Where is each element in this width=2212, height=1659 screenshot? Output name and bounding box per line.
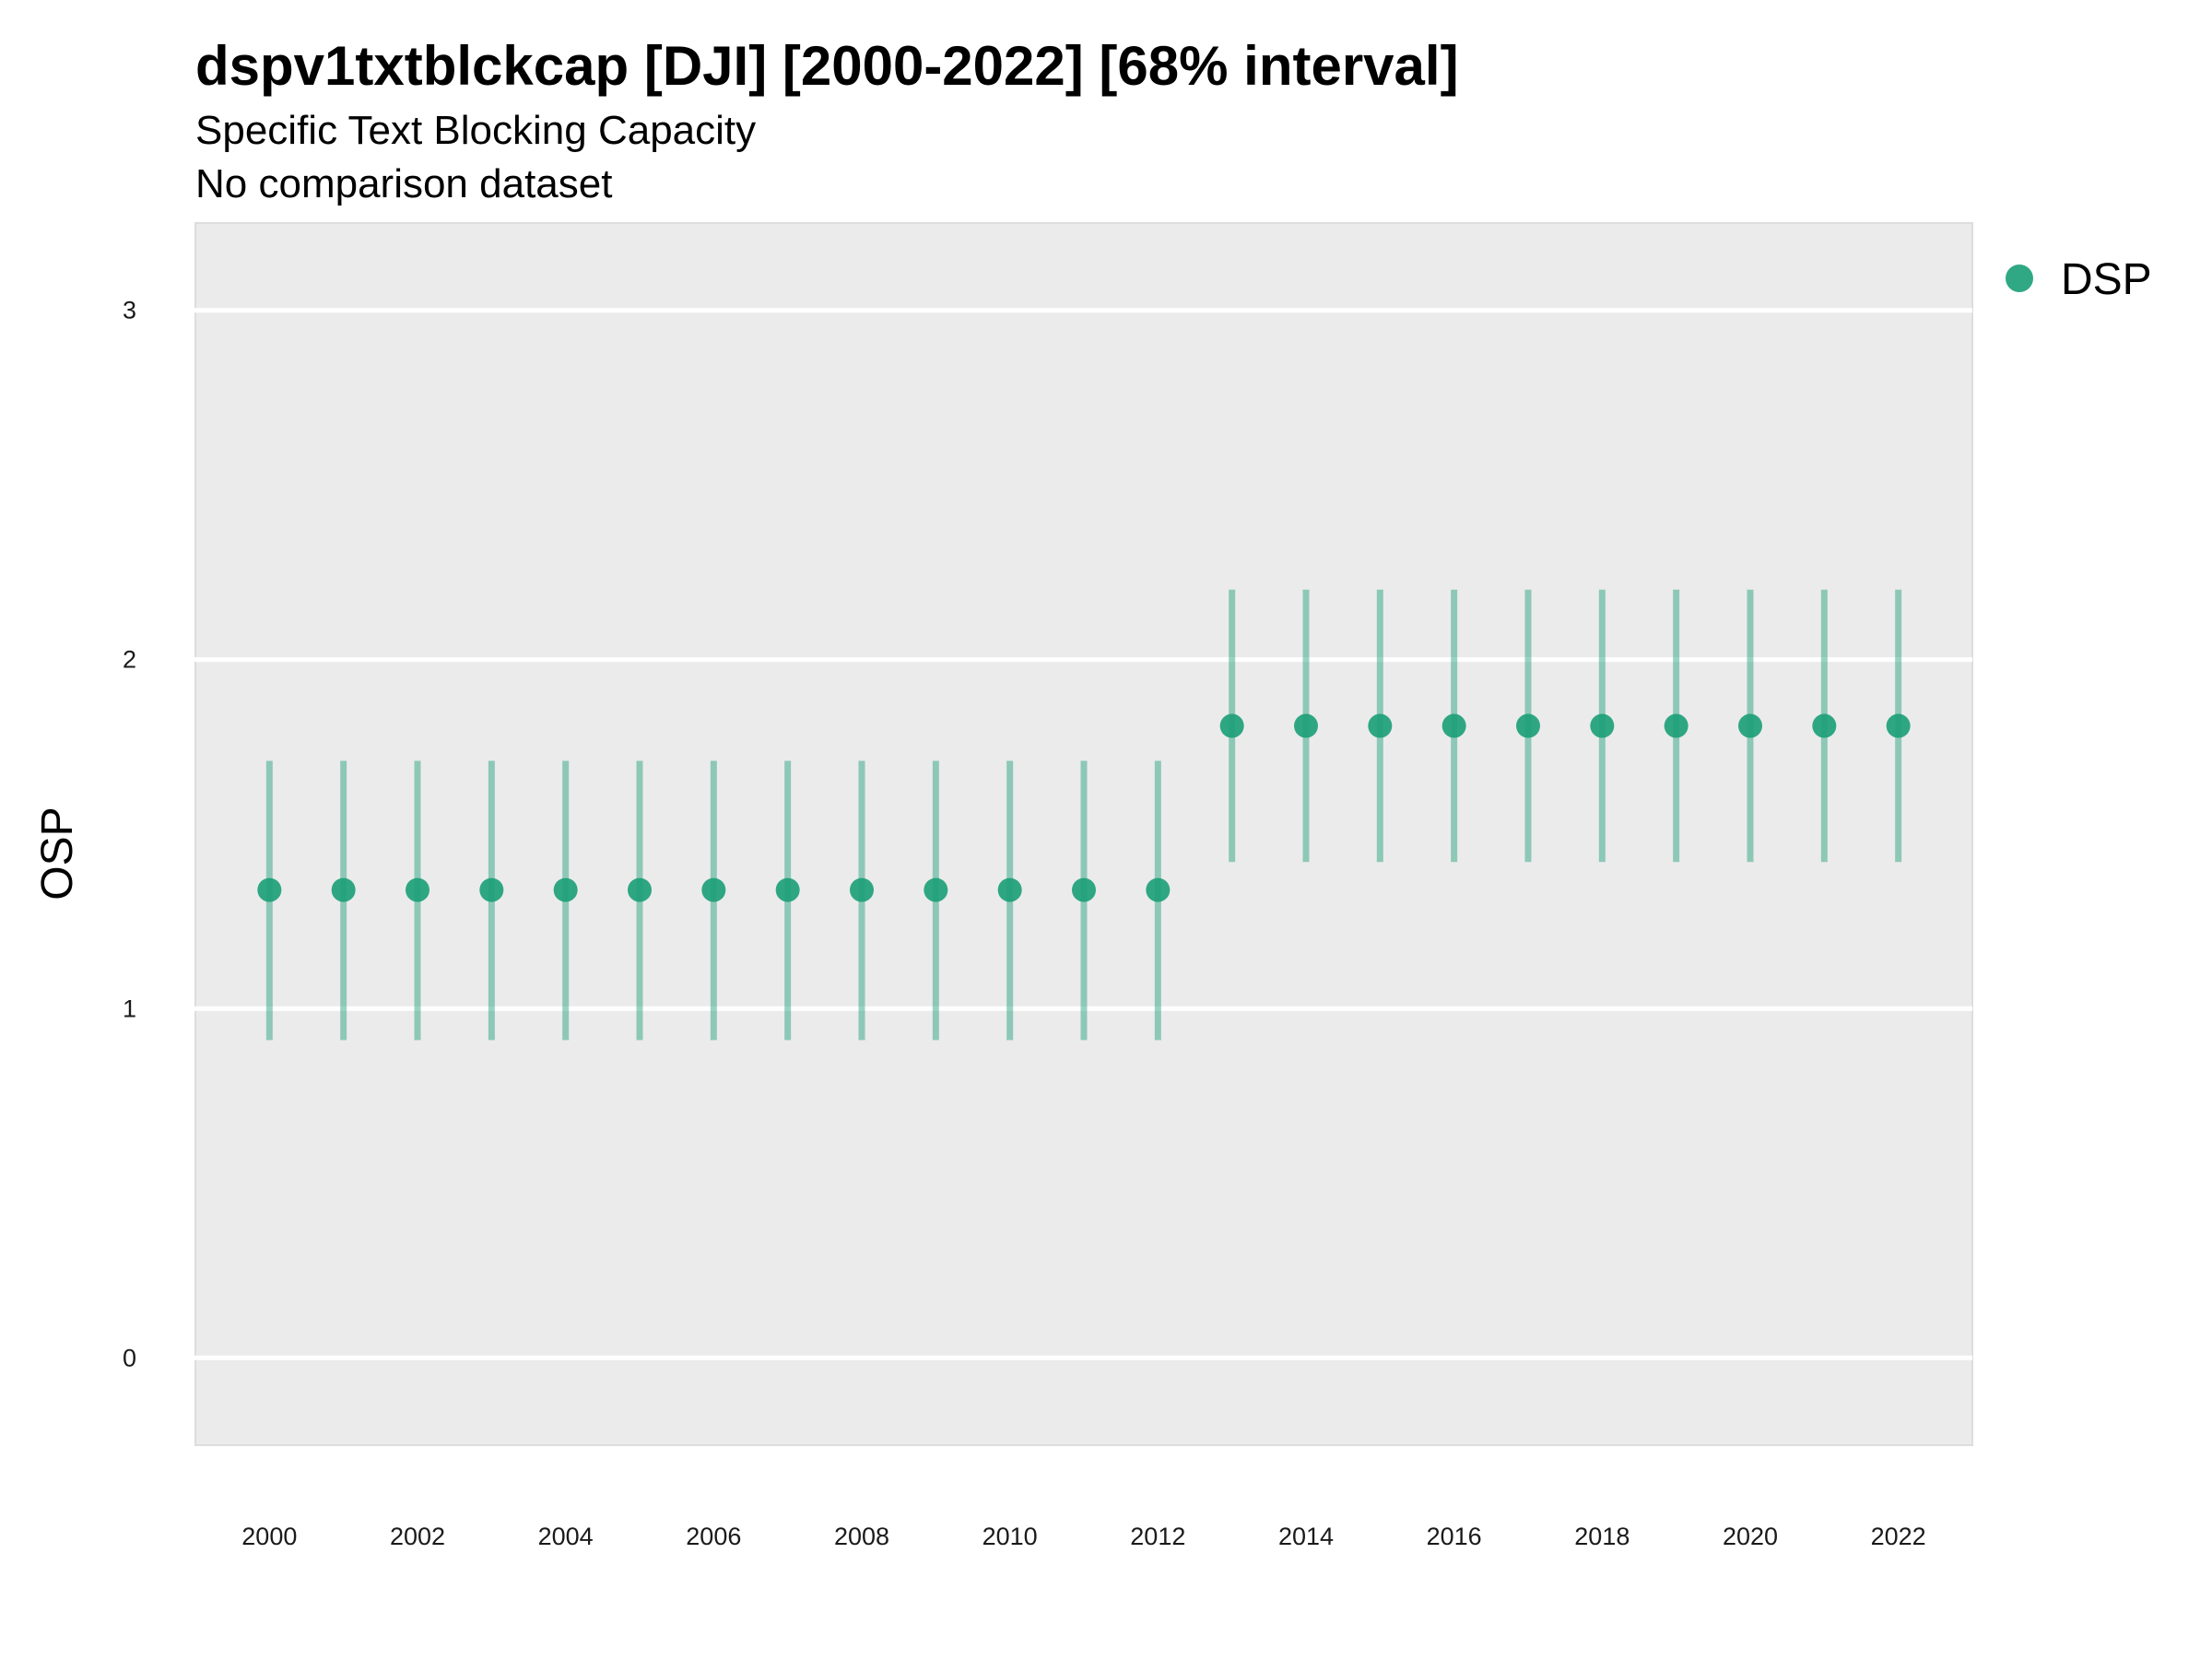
legend: DSP — [2006, 255, 2152, 304]
x-tick-label: 2018 — [1574, 1523, 1630, 1550]
data-point — [1219, 713, 1244, 738]
data-point — [1441, 713, 1466, 738]
data-point — [997, 877, 1022, 902]
x-tick-label: 2010 — [982, 1523, 1038, 1550]
x-tick-label: 2014 — [1278, 1523, 1334, 1550]
data-point — [1590, 713, 1615, 738]
y-tick-label: 3 — [123, 297, 136, 324]
x-tick-label: 2004 — [538, 1523, 594, 1550]
data-point — [406, 877, 429, 902]
data-point — [775, 877, 800, 902]
legend-label-dsp: DSP — [2061, 255, 2152, 304]
data-point — [701, 877, 726, 902]
data-point — [1516, 713, 1540, 738]
y-axis-title: OSP — [33, 806, 82, 900]
x-tick-label: 2016 — [1427, 1523, 1482, 1550]
data-point — [1072, 877, 1096, 902]
x-tick-label: 2008 — [834, 1523, 889, 1550]
x-tick-labels: 2000 2002 2004 2006 2008 2010 2012 2014 2016 2018… — [241, 1523, 1925, 1550]
data-point — [479, 877, 504, 902]
y-tick-labels: 0 1 2 3 — [123, 297, 136, 1372]
data-point — [257, 877, 282, 902]
data-point — [850, 877, 874, 902]
x-tick-label: 2020 — [1723, 1523, 1778, 1550]
plot-panel — [194, 222, 1973, 1446]
data-point — [924, 877, 948, 902]
data-point — [1886, 713, 1911, 738]
grid-lines — [155, 308, 1972, 1360]
legend-swatch-dsp — [2006, 265, 2033, 292]
data-point — [1146, 877, 1171, 902]
x-tick-label: 2006 — [686, 1523, 741, 1550]
data-point — [1738, 713, 1762, 738]
x-tick-label: 2000 — [241, 1523, 297, 1550]
x-tick-label: 2022 — [1871, 1523, 1926, 1550]
data-point — [1664, 713, 1688, 738]
y-tick-label: 0 — [123, 1344, 136, 1371]
chart-subtitle-line-2: No comparison dataset — [195, 161, 612, 206]
data-point — [628, 877, 652, 902]
data-point — [1368, 713, 1393, 738]
data-point — [553, 877, 578, 902]
data-points — [257, 713, 1911, 902]
data-point — [331, 877, 356, 902]
y-tick-label: 2 — [123, 646, 136, 674]
x-tick-label: 2002 — [390, 1523, 445, 1550]
data-point — [1812, 713, 1837, 738]
chart-subtitle-line-1: Specific Text Blocking Capacity — [195, 108, 756, 153]
x-tick-label: 2012 — [1130, 1523, 1185, 1550]
y-tick-label: 1 — [123, 994, 136, 1022]
data-point — [1294, 713, 1318, 738]
chart-title: dspv1txtblckcap [DJI] [2000-2022] [68% i… — [195, 35, 1459, 97]
